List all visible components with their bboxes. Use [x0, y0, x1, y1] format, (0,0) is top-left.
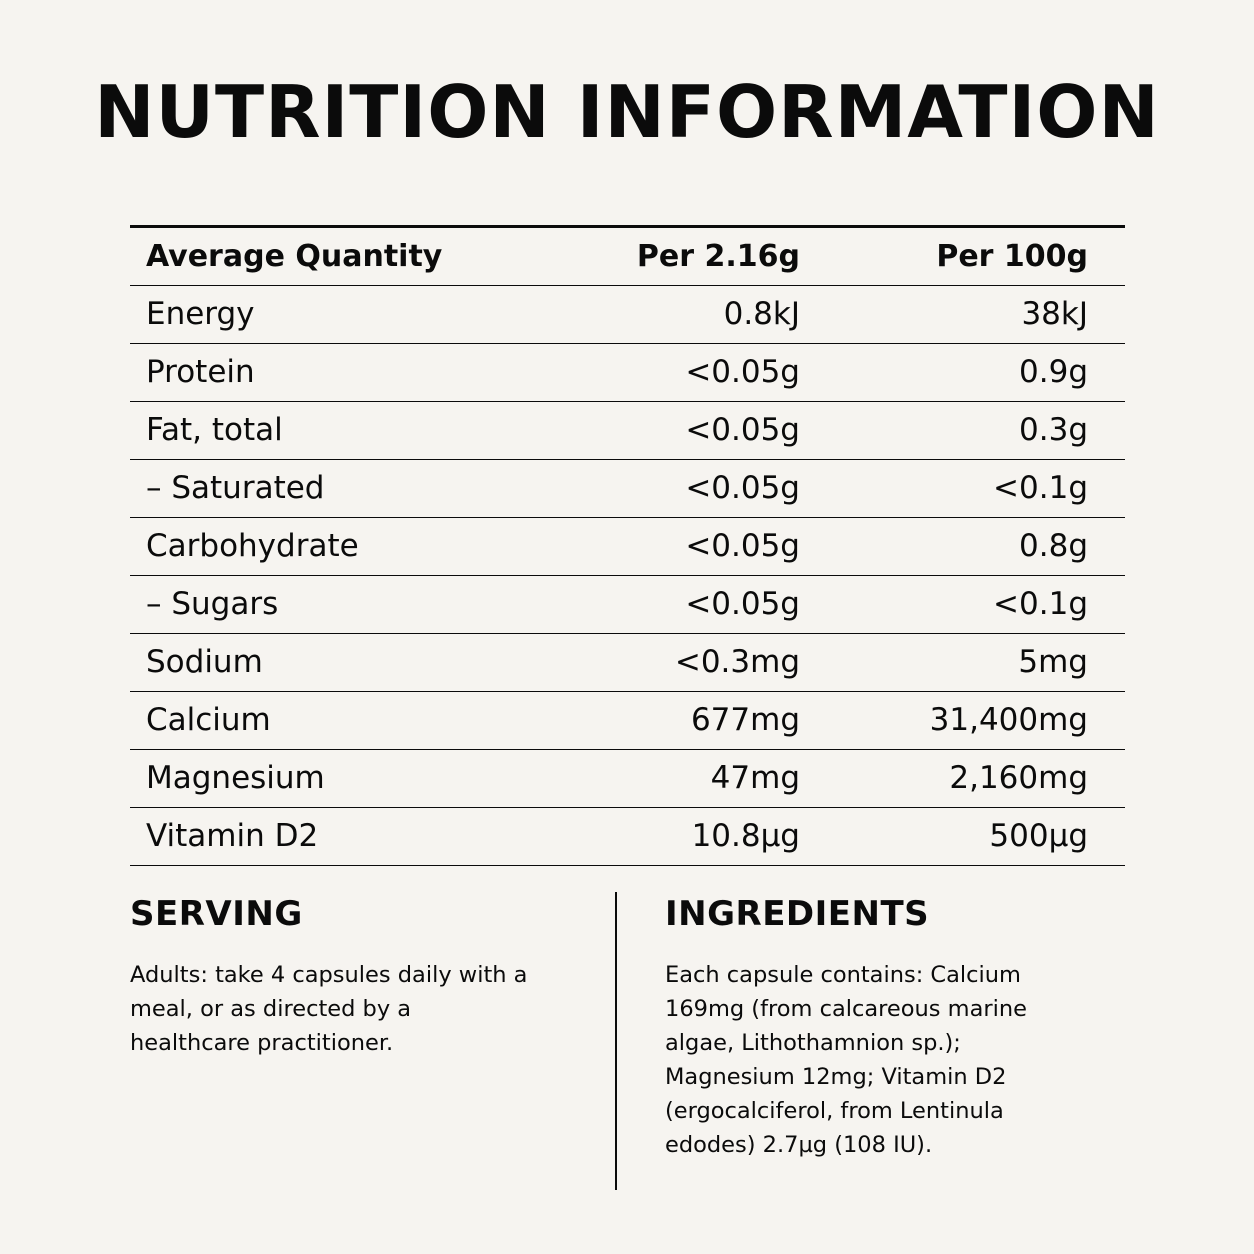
per-100g-value: 5mg [1018, 644, 1088, 680]
serving-line: healthcare practitioner. [130, 1030, 394, 1056]
table-row: – Saturated <0.05g <0.1g [130, 460, 1125, 518]
table-row: Vitamin D2 10.8µg 500µg [130, 808, 1125, 866]
nutrition-table: Average Quantity Per 2.16g Per 100g Ener… [130, 225, 1125, 866]
ingredients-line: Magnesium 12mg; Vitamin D2 [665, 1064, 1007, 1090]
per-100g-value: 0.3g [1019, 412, 1088, 448]
table-row: – Sugars <0.05g <0.1g [130, 576, 1125, 634]
per-serving-value: 47mg [710, 760, 800, 796]
table-row: Sodium <0.3mg 5mg [130, 634, 1125, 692]
per-100g-value: 2,160mg [949, 760, 1088, 796]
table-header-row: Average Quantity Per 2.16g Per 100g [130, 228, 1125, 286]
ingredients-line: edodes) 2.7µg (108 IU). [665, 1132, 933, 1158]
per-serving-value: 677mg [690, 702, 800, 738]
table-row: Magnesium 47mg 2,160mg [130, 750, 1125, 808]
per-100g-value: <0.1g [993, 470, 1088, 506]
nutrient-name: Calcium [146, 702, 271, 738]
ingredients-text: Each capsule contains: Calcium 169mg (fr… [665, 958, 1085, 1162]
serving-line: Adults: take 4 capsules daily with a [130, 962, 528, 988]
per-100g-value: 0.9g [1019, 354, 1088, 390]
serving-text: Adults: take 4 capsules daily with a mea… [130, 958, 570, 1060]
table-row: Carbohydrate <0.05g 0.8g [130, 518, 1125, 576]
serving-section: SERVING Adults: take 4 capsules daily wi… [130, 892, 570, 1060]
ingredients-heading: INGREDIENTS [665, 894, 930, 934]
per-100g-value: <0.1g [993, 586, 1088, 622]
per-100g-value: 500µg [989, 818, 1088, 854]
page-title: NUTRITION INFORMATION [94, 70, 1160, 154]
per-100g-value: 31,400mg [929, 702, 1088, 738]
table-row: Energy 0.8kJ 38kJ [130, 286, 1125, 344]
nutrient-name: – Saturated [146, 470, 325, 506]
nutrient-name: Sodium [146, 644, 263, 680]
nutrient-name: – Sugars [146, 586, 279, 622]
per-serving-value: <0.05g [685, 470, 800, 506]
per-serving-value: <0.3mg [674, 644, 800, 680]
serving-heading: SERVING [130, 894, 303, 934]
per-serving-value: 10.8µg [691, 818, 800, 854]
section-divider [615, 892, 617, 1190]
per-serving-value: <0.05g [685, 586, 800, 622]
ingredients-line: 169mg (from calcareous marine [665, 996, 1027, 1022]
ingredients-line: Each capsule contains: Calcium [665, 962, 1021, 988]
per-serving-value: <0.05g [685, 528, 800, 564]
serving-line: meal, or as directed by a [130, 996, 412, 1022]
nutrient-name: Protein [146, 354, 255, 390]
per-serving-value: 0.8kJ [723, 296, 800, 332]
per-100g-value: 38kJ [1021, 296, 1088, 332]
per-serving-value: <0.05g [685, 412, 800, 448]
column-header-quantity: Average Quantity [146, 239, 443, 274]
per-100g-value: 0.8g [1019, 528, 1088, 564]
ingredients-section: INGREDIENTS Each capsule contains: Calci… [665, 892, 1085, 1162]
per-serving-value: <0.05g [685, 354, 800, 390]
ingredients-line: algae, Lithothamnion sp.); [665, 1030, 961, 1056]
column-header-per-serving: Per 2.16g [636, 239, 800, 274]
table-row: Protein <0.05g 0.9g [130, 344, 1125, 402]
nutrient-name: Vitamin D2 [146, 818, 319, 854]
nutrient-name: Fat, total [146, 412, 283, 448]
column-header-per-100g: Per 100g [936, 239, 1088, 274]
table-row: Fat, total <0.05g 0.3g [130, 402, 1125, 460]
nutrient-name: Energy [146, 296, 255, 332]
ingredients-line: (ergocalciferol, from Lentinula [665, 1098, 1004, 1124]
nutrient-name: Carbohydrate [146, 528, 359, 564]
nutrient-name: Magnesium [146, 760, 325, 796]
table-row: Calcium 677mg 31,400mg [130, 692, 1125, 750]
